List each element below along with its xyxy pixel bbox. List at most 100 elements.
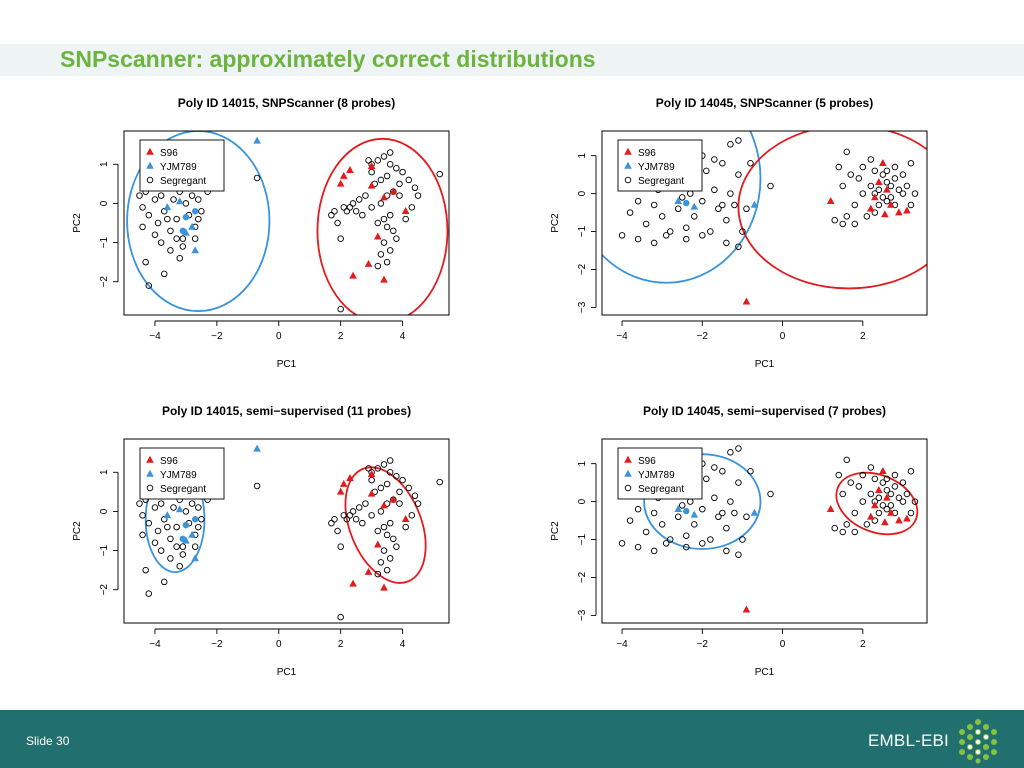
segregant-point — [735, 479, 742, 486]
segregant-point — [399, 476, 406, 484]
y-tick-label: −2 — [99, 276, 110, 288]
segregant-point — [735, 445, 742, 452]
legend-label: YJM789 — [160, 470, 197, 481]
segregant-point — [411, 184, 419, 192]
segregant-point — [887, 502, 895, 509]
yjm789-point — [179, 535, 187, 543]
segregant-point — [911, 498, 919, 505]
segregant-point — [393, 235, 400, 242]
segregant-point — [723, 216, 730, 224]
legend-label: YJM789 — [638, 470, 675, 481]
x-tick-label: 4 — [400, 331, 406, 342]
segregant-point — [715, 513, 722, 521]
segregant-point — [843, 521, 851, 528]
segregant-point — [899, 190, 907, 197]
segregant-point — [142, 566, 149, 574]
y-tick-label: 1 — [577, 152, 588, 158]
legend-box — [139, 139, 225, 192]
s96-point — [895, 208, 903, 216]
segregant-point — [170, 504, 177, 511]
chart-title: Poly ID 14045, SNPScanner (5 probes) — [656, 96, 873, 110]
segregant-point — [411, 492, 419, 500]
y-axis-label: PC2 — [550, 213, 561, 233]
segregant-point — [658, 521, 666, 528]
segregant-point — [337, 613, 344, 621]
segregant-point — [711, 494, 718, 502]
s96-point — [826, 504, 835, 512]
segregant-point — [365, 465, 372, 472]
segregant-point — [699, 232, 706, 239]
x-axis-label: PC1 — [277, 667, 297, 678]
segregant-point — [380, 547, 388, 554]
s96-point — [367, 470, 376, 478]
segregant-point — [683, 543, 690, 551]
s96-point — [903, 206, 911, 214]
slide-number: Slide 30 — [26, 734, 70, 748]
segregant-point — [855, 483, 863, 490]
s96-point — [401, 207, 410, 215]
segregant-point — [195, 215, 202, 223]
chart-panel-3: Poly ID 14015, semi−supervised (11 probe… — [72, 404, 450, 678]
s96-point — [871, 193, 879, 201]
cluster-ellipse-yjm789 — [126, 131, 271, 312]
segregant-point — [383, 566, 391, 574]
segregant-point — [839, 220, 846, 228]
legend-segregant-marker — [146, 484, 154, 492]
segregant-point — [346, 204, 354, 211]
segregant-point — [362, 192, 369, 199]
segregant-point — [173, 543, 180, 550]
segregant-point — [851, 201, 859, 209]
segregant-point — [167, 247, 174, 254]
yjm789-point — [188, 530, 196, 538]
chart-title: Poly ID 14045, semi−supervised (7 probes… — [643, 404, 886, 418]
segregant-point — [337, 305, 344, 313]
s96-point — [903, 514, 911, 522]
yjm789-point — [683, 199, 690, 207]
legend-label: Segregant — [638, 176, 684, 187]
segregant-point — [145, 590, 153, 597]
segregant-point — [843, 148, 851, 156]
segregant-point — [396, 180, 403, 188]
yjm789-point — [253, 444, 261, 452]
segregant-point — [843, 213, 851, 220]
cluster-ellipse-s96 — [344, 466, 427, 584]
cluster-ellipse-yjm789 — [602, 131, 762, 284]
yjm789-point — [175, 197, 184, 205]
s96-point — [883, 493, 891, 501]
segregant-point — [879, 479, 887, 486]
segregant-point — [634, 505, 642, 513]
segregant-point — [883, 178, 891, 186]
segregant-point — [390, 227, 397, 235]
segregant-point — [674, 205, 682, 213]
segregant-point — [879, 171, 887, 178]
y-tick-label: −2 — [577, 263, 588, 275]
segregant-point — [875, 509, 883, 517]
legend-s96-marker — [624, 147, 632, 155]
segregant-point — [871, 517, 879, 524]
segregant-point — [650, 201, 658, 209]
legend-s96-marker — [146, 455, 154, 463]
s96-point — [380, 583, 388, 591]
segregant-point — [883, 197, 891, 205]
yjm789-point — [750, 200, 759, 208]
x-tick-label: 0 — [780, 639, 786, 650]
segregant-point — [883, 167, 891, 175]
segregant-point — [405, 484, 413, 492]
segregant-point — [903, 182, 911, 190]
segregant-point — [179, 543, 187, 550]
segregant-point — [386, 247, 394, 254]
chart-title: Poly ID 14015, SNPScanner (8 probes) — [178, 96, 395, 110]
x-tick-label: −2 — [697, 331, 709, 342]
segregant-point — [157, 192, 165, 199]
yjm789-point — [750, 508, 759, 516]
segregant-point — [662, 232, 670, 239]
segregant-point — [386, 519, 394, 527]
cluster-ellipse-s96 — [737, 131, 927, 290]
s96-point — [883, 185, 891, 193]
x-tick-label: 2 — [338, 331, 344, 342]
segregant-point — [899, 498, 907, 505]
s96-point — [367, 181, 376, 189]
chart-panel-4: Poly ID 14045, semi−supervised (7 probes… — [550, 404, 928, 678]
segregant-point — [374, 570, 382, 578]
